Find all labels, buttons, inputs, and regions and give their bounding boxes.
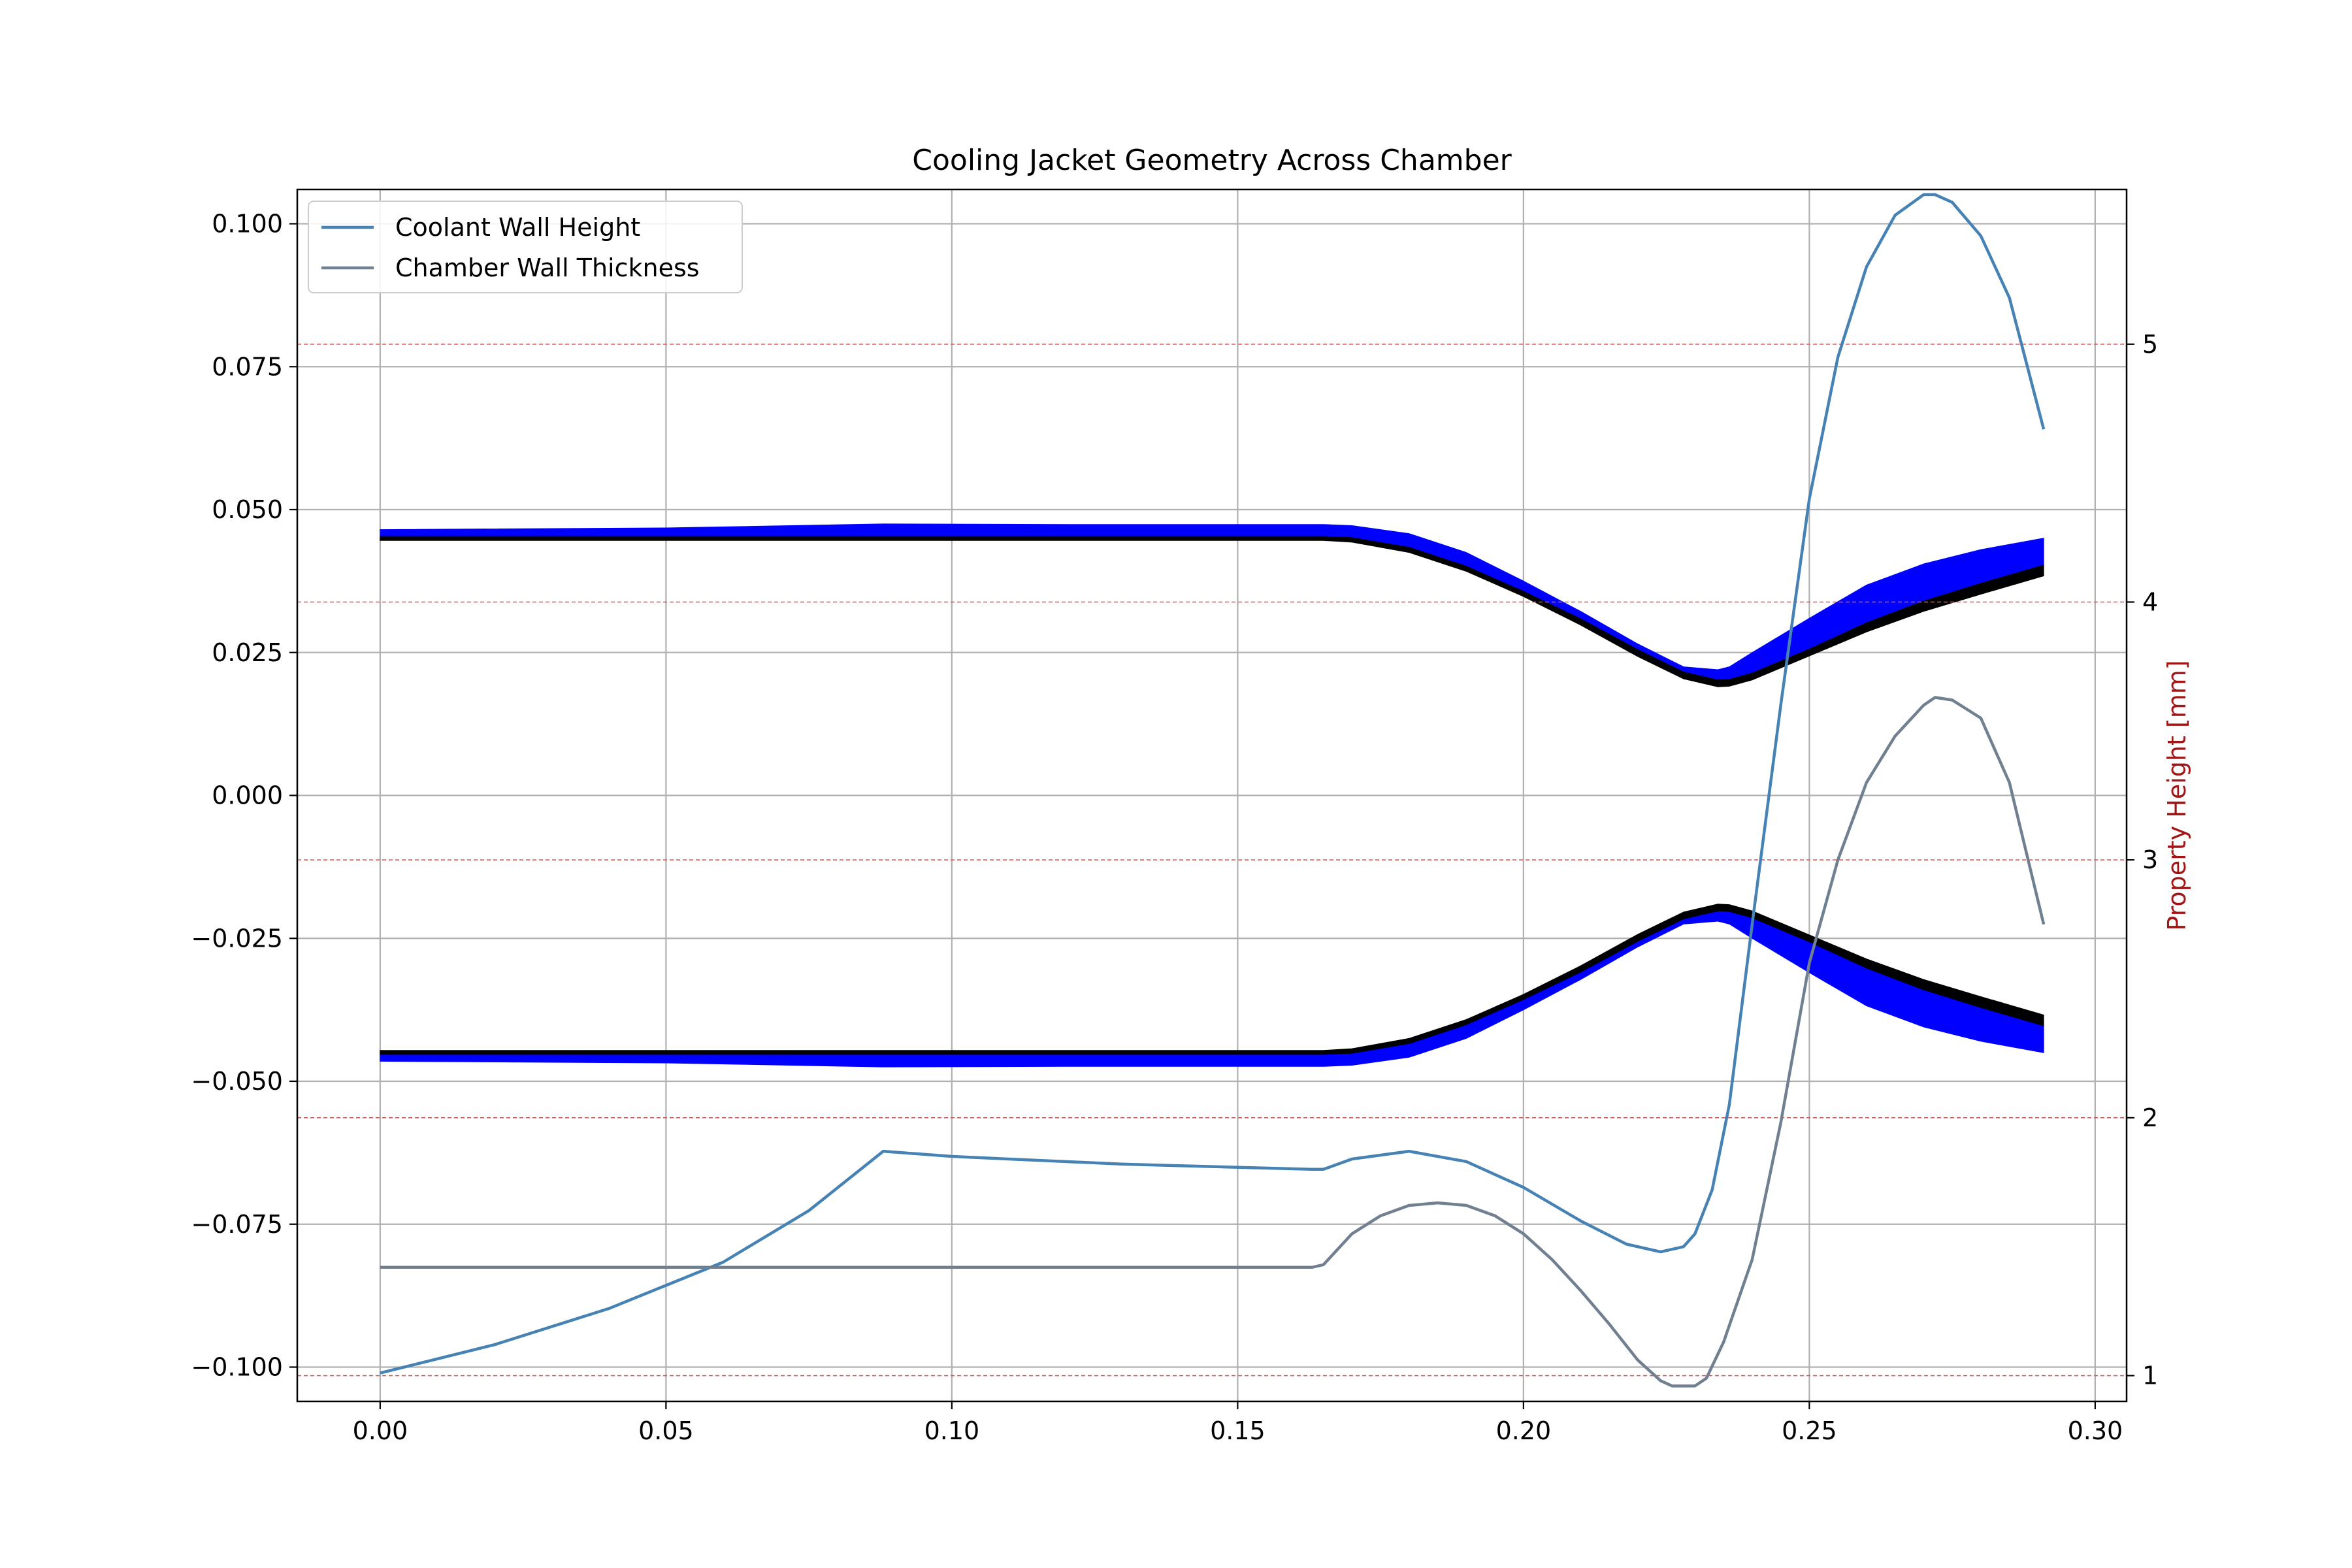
legend: Coolant Wall Height Chamber Wall Thicknes… [308,201,743,293]
y-tick-label: −0.075 [191,1210,283,1239]
y2-tick-label: 2 [2142,1103,2158,1132]
x-tick-label: 0.05 [638,1416,694,1445]
legend-label: Coolant Wall Height [395,213,640,242]
x-tick-label: 0.00 [353,1416,408,1445]
legend-label: Chamber Wall Thickness [395,253,700,282]
chamber-contour [380,523,2044,1068]
y-tick-label: 0.050 [212,495,283,524]
chamber-wall-lower [380,904,2044,1055]
x-axis: 0.00 0.05 0.10 0.15 0.20 0.25 0.30 [353,1401,2123,1445]
x-tick-label: 0.15 [1210,1416,1266,1445]
y-tick-label: 0.075 [212,352,283,381]
legend-box [308,201,743,293]
y-axis-right: 1 2 3 4 5 [2127,330,2158,1390]
chamber-wall-thickness-line [380,696,2046,1388]
y-tick-label: −0.100 [191,1353,283,1382]
y-tick-label: 0.025 [212,638,283,667]
y2-tick-label: 1 [2142,1362,2158,1390]
series-lines [380,193,2046,1388]
y-tick-label: 0.100 [212,210,283,238]
y-tick-label: −0.025 [191,924,283,953]
y2-tick-label: 3 [2142,845,2158,874]
x-tick-label: 0.30 [2068,1416,2123,1445]
x-tick-label: 0.25 [1782,1416,1837,1445]
chart-title: Cooling Jacket Geometry Across Chamber [912,144,1512,177]
y2-axis-label: Property Height [mm] [2163,660,2191,930]
y-axis-left: 0.100 0.075 0.050 0.025 0.000 −0.025 −0.050 −0.… [191,210,297,1382]
y-tick-label: −0.050 [191,1067,283,1096]
reference-lines [297,344,2127,1377]
x-tick-label: 0.20 [1496,1416,1552,1445]
chamber-wall-upper [380,536,2044,687]
x-tick-label: 0.10 [924,1416,980,1445]
coolant-wall-height-line [380,193,2046,1375]
y2-tick-label: 4 [2142,587,2158,616]
y2-tick-label: 5 [2142,330,2158,359]
y-tick-label: 0.000 [212,781,283,810]
